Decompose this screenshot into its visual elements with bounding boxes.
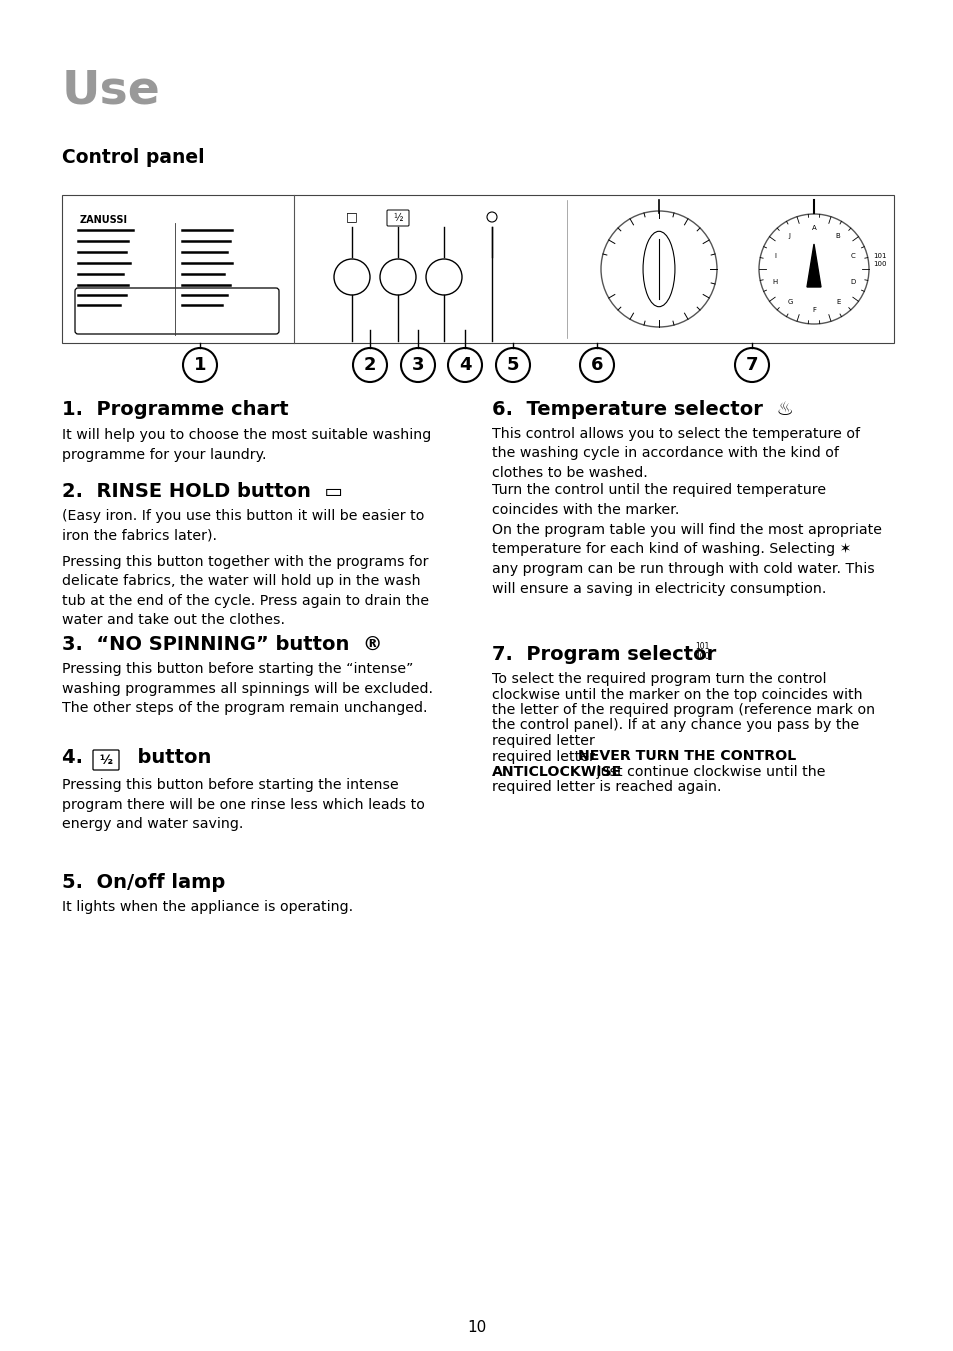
Text: G: G	[786, 299, 792, 305]
Text: J: J	[788, 232, 790, 239]
Text: It will help you to choose the most suitable washing
programme for your laundry.: It will help you to choose the most suit…	[62, 428, 431, 462]
Circle shape	[734, 349, 768, 382]
Text: 101
100: 101 100	[872, 254, 885, 266]
Text: C: C	[850, 254, 855, 259]
Text: the control panel). If at any chance you pass by the: the control panel). If at any chance you…	[492, 719, 859, 732]
Text: 2: 2	[363, 357, 375, 374]
Text: 3: 3	[412, 357, 424, 374]
Text: 2.  RINSE HOLD button  ▭: 2. RINSE HOLD button ▭	[62, 482, 342, 501]
Text: 10: 10	[467, 1320, 486, 1335]
Circle shape	[448, 349, 481, 382]
Text: required letter: required letter	[492, 734, 598, 748]
Text: Use: Use	[62, 68, 161, 113]
Bar	[62, 195, 893, 343]
Text: ANTICLOCKWISE: ANTICLOCKWISE	[492, 765, 621, 780]
Text: the letter of the required program (reference mark on: the letter of the required program (refe…	[492, 703, 874, 717]
Text: 4: 4	[458, 357, 471, 374]
Text: clockwise until the marker on the top coincides with: clockwise until the marker on the top co…	[492, 688, 862, 701]
Text: ½: ½	[393, 213, 402, 223]
Circle shape	[496, 349, 530, 382]
Text: NEVER TURN THE CONTROL: NEVER TURN THE CONTROL	[578, 750, 796, 763]
Text: required letter is reached again.: required letter is reached again.	[492, 781, 720, 794]
Text: It lights when the appliance is operating.: It lights when the appliance is operatin…	[62, 900, 353, 915]
Text: Pressing this button together with the programs for
delicate fabrics, the water : Pressing this button together with the p…	[62, 555, 429, 627]
Text: On the program table you will find the most apropriate
temperature for each kind: On the program table you will find the m…	[492, 523, 882, 596]
Text: (Easy iron. If you use this button it will be easier to
iron the fabrics later).: (Easy iron. If you use this button it wi…	[62, 509, 424, 543]
Text: 4.: 4.	[62, 748, 96, 767]
Circle shape	[353, 349, 387, 382]
Circle shape	[183, 349, 216, 382]
Text: Pressing this button before starting the “intense”
washing programmes all spinni: Pressing this button before starting the…	[62, 662, 433, 715]
Text: E: E	[835, 299, 840, 305]
Text: ½: ½	[99, 754, 112, 766]
Text: 6.  Temperature selector  ♨: 6. Temperature selector ♨	[492, 400, 793, 419]
FancyBboxPatch shape	[92, 750, 119, 770]
Text: 3.  “NO SPINNING” button  ®: 3. “NO SPINNING” button ®	[62, 635, 382, 654]
Text: 101
100: 101 100	[695, 642, 709, 661]
Circle shape	[400, 349, 435, 382]
Text: This control allows you to select the temperature of
the washing cycle in accord: This control allows you to select the te…	[492, 427, 859, 480]
Text: Control panel: Control panel	[62, 149, 204, 168]
Polygon shape	[806, 245, 821, 286]
Text: ZANUSSI: ZANUSSI	[80, 215, 128, 226]
Text: 1: 1	[193, 357, 206, 374]
Text: F: F	[811, 307, 815, 313]
Text: 6: 6	[590, 357, 602, 374]
FancyBboxPatch shape	[75, 288, 278, 334]
Text: 7: 7	[745, 357, 758, 374]
Text: D: D	[849, 278, 855, 285]
Text: I: I	[773, 254, 775, 259]
Text: Turn the control until the required temperature
coincides with the marker.: Turn the control until the required temp…	[492, 484, 825, 516]
Text: 7.  Program selector: 7. Program selector	[492, 644, 716, 663]
Text: 1.  Programme chart: 1. Programme chart	[62, 400, 289, 419]
Text: just continue clockwise until the: just continue clockwise until the	[592, 765, 824, 780]
Text: □: □	[346, 211, 357, 223]
Text: To select the required program turn the control: To select the required program turn the …	[492, 671, 825, 686]
Text: Pressing this button before starting the intense
program there will be one rinse: Pressing this button before starting the…	[62, 778, 424, 831]
Text: 5.  On/off lamp: 5. On/off lamp	[62, 873, 225, 892]
Text: 5: 5	[506, 357, 518, 374]
Text: button: button	[124, 748, 212, 767]
Text: A: A	[811, 226, 816, 231]
FancyBboxPatch shape	[387, 209, 409, 226]
Text: B: B	[835, 232, 840, 239]
Circle shape	[579, 349, 614, 382]
Text: required letter: required letter	[492, 750, 598, 763]
Text: H: H	[772, 278, 777, 285]
